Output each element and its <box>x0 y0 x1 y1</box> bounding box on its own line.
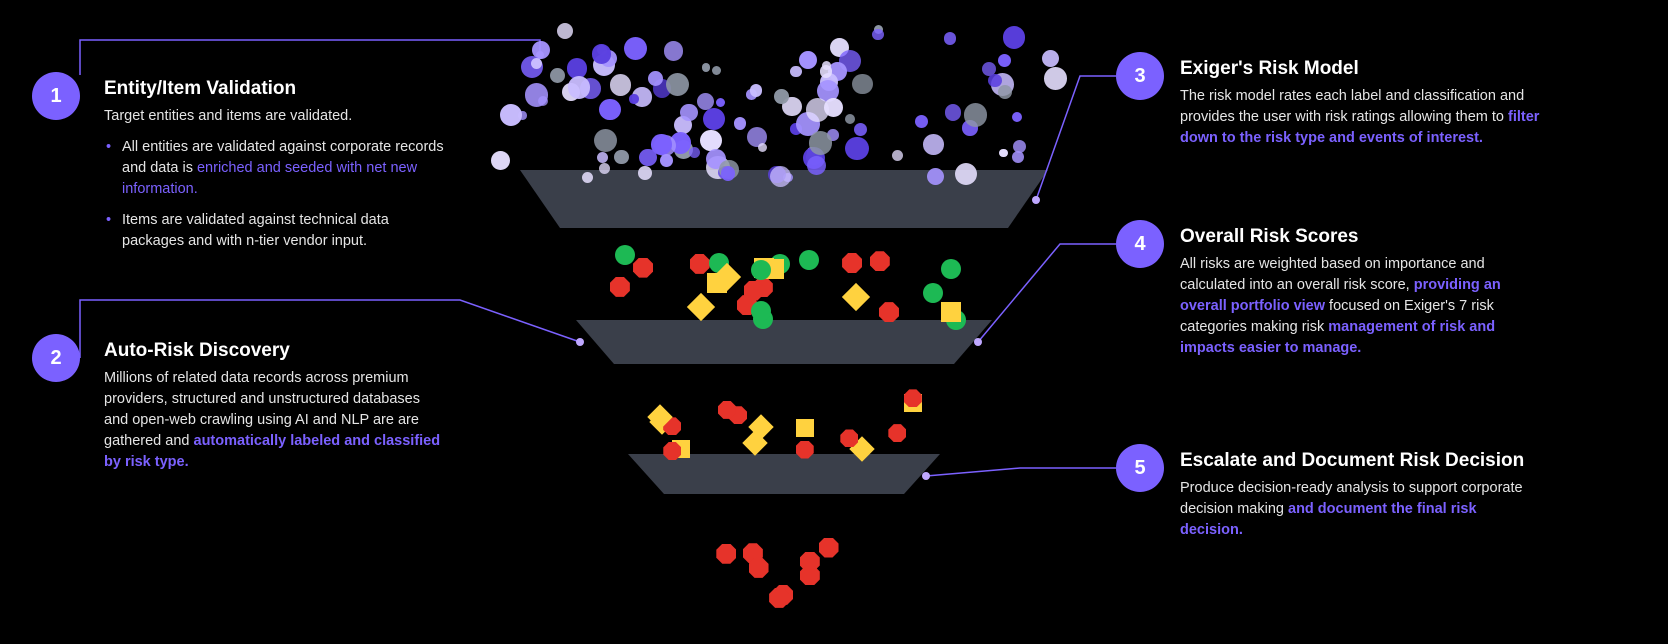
step-4-badge: 4 <box>1116 220 1164 268</box>
step-1-bullets: All entities are validated against corpo… <box>104 137 444 252</box>
step-5-title: Escalate and Document Risk Decision <box>1180 450 1540 472</box>
step-1-bullet-2: Items are validated against technical da… <box>122 210 444 252</box>
step-3-block: Exiger's Risk Model The risk model rates… <box>1180 58 1540 149</box>
step-1-badge: 1 <box>32 72 80 120</box>
step-2-body: Millions of related data records across … <box>104 368 444 473</box>
step-1-title: Entity/Item Validation <box>104 78 444 100</box>
step-1-block: Entity/Item Validation Target entities a… <box>104 78 444 262</box>
step-2-badge: 2 <box>32 334 80 382</box>
step-5-body: Produce decision-ready analysis to suppo… <box>1180 478 1540 541</box>
step-4-title: Overall Risk Scores <box>1180 226 1540 248</box>
step-4-body: All risks are weighted based on importan… <box>1180 254 1540 359</box>
step-4-block: Overall Risk Scores All risks are weight… <box>1180 226 1540 359</box>
step-2-title: Auto-Risk Discovery <box>104 340 444 362</box>
step-3-badge: 3 <box>1116 52 1164 100</box>
step-1-body: Target entities and items are validated. <box>104 106 444 127</box>
step-5-block: Escalate and Document Risk Decision Prod… <box>1180 450 1540 541</box>
step-2-block: Auto-Risk Discovery Millions of related … <box>104 340 444 473</box>
step-3-title: Exiger's Risk Model <box>1180 58 1540 80</box>
step-3-body: The risk model rates each label and clas… <box>1180 86 1540 149</box>
step-5-badge: 5 <box>1116 444 1164 492</box>
step-1-bullet-1: All entities are validated against corpo… <box>122 137 444 200</box>
